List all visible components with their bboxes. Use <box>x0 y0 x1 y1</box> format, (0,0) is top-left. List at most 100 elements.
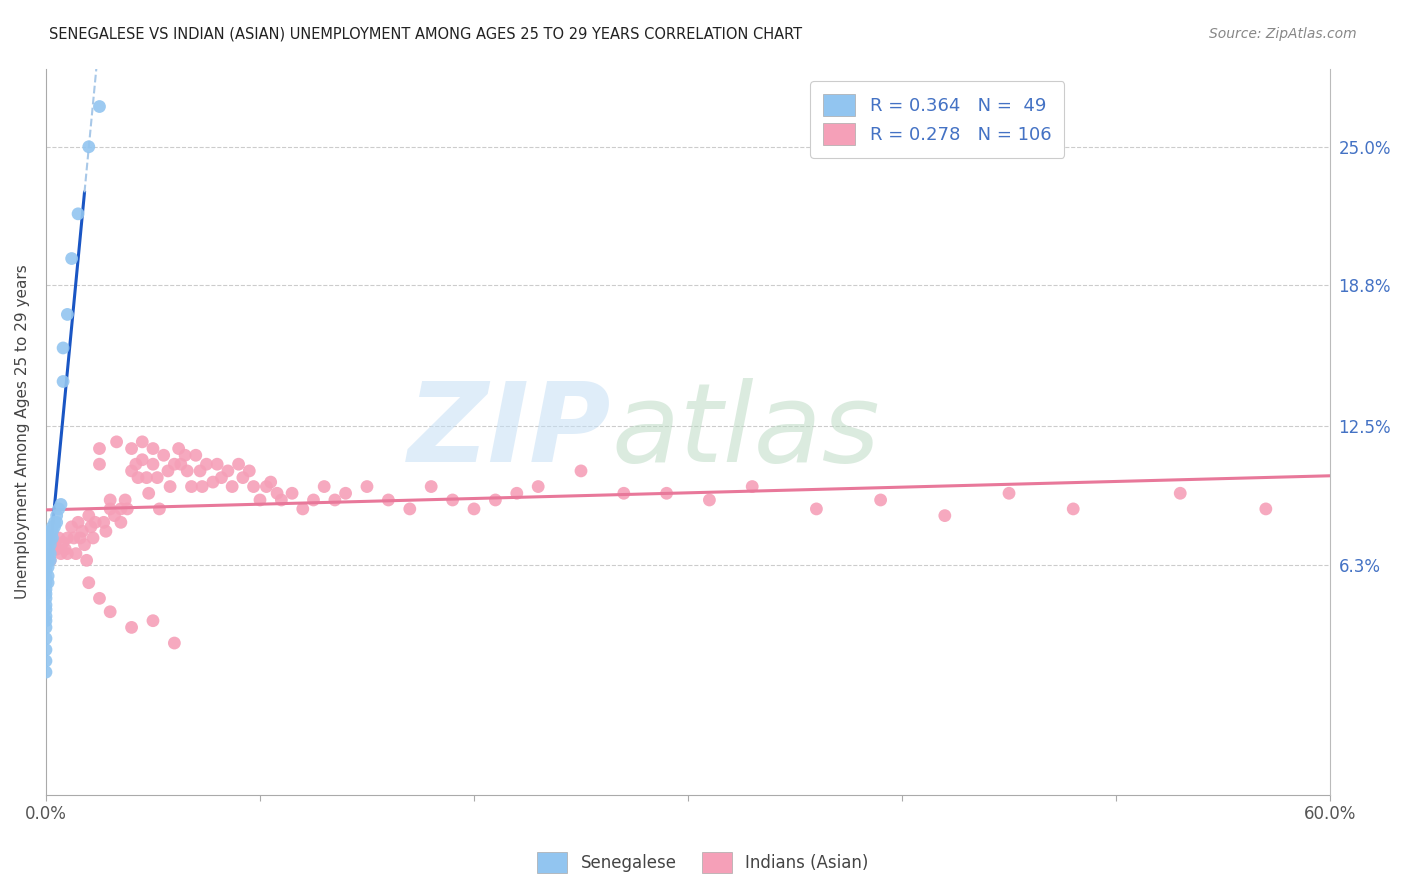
Point <box>52 375 75 389</box>
Point <box>463 502 485 516</box>
Point <box>242 479 264 493</box>
Point <box>45 542 67 557</box>
Point <box>35 542 58 557</box>
Point <box>217 464 239 478</box>
Point <box>41 531 63 545</box>
Legend: Senegalese, Indians (Asian): Senegalese, Indians (Asian) <box>531 846 875 880</box>
Point <box>37 575 59 590</box>
Point <box>37 542 59 557</box>
Point <box>484 493 506 508</box>
Point <box>53 542 76 557</box>
Point <box>89 457 111 471</box>
Point <box>163 636 186 650</box>
Point <box>506 486 529 500</box>
Point <box>77 508 100 523</box>
Point <box>37 553 59 567</box>
Point <box>270 493 292 508</box>
Point <box>48 531 70 545</box>
Point <box>73 538 96 552</box>
Point <box>35 665 58 679</box>
Point <box>170 457 193 471</box>
Point <box>35 582 58 597</box>
Point <box>84 516 107 530</box>
Point <box>60 252 83 266</box>
Point <box>35 591 58 606</box>
Point <box>699 493 721 508</box>
Point <box>35 632 58 646</box>
Point <box>998 486 1021 500</box>
Point <box>93 516 115 530</box>
Point <box>35 551 58 566</box>
Point <box>1168 486 1191 500</box>
Point <box>35 598 58 612</box>
Point <box>121 442 143 456</box>
Point <box>35 571 58 585</box>
Point <box>323 493 346 508</box>
Point <box>35 547 58 561</box>
Point <box>114 493 136 508</box>
Point <box>48 502 70 516</box>
Point <box>869 493 891 508</box>
Point <box>441 493 464 508</box>
Point <box>72 524 94 539</box>
Point <box>232 470 254 484</box>
Point <box>356 479 378 493</box>
Point <box>35 556 58 570</box>
Point <box>266 486 288 500</box>
Y-axis label: Unemployment Among Ages 25 to 29 years: Unemployment Among Ages 25 to 29 years <box>15 264 30 599</box>
Point <box>37 531 59 545</box>
Point <box>80 520 103 534</box>
Point <box>35 654 58 668</box>
Point <box>69 531 91 545</box>
Point <box>188 464 211 478</box>
Point <box>98 605 121 619</box>
Point <box>56 531 79 545</box>
Point <box>35 620 58 634</box>
Point <box>398 502 420 516</box>
Point <box>195 457 218 471</box>
Point <box>569 464 592 478</box>
Point <box>37 547 59 561</box>
Point <box>121 464 143 478</box>
Point <box>35 642 58 657</box>
Point <box>37 535 59 549</box>
Point <box>180 479 202 493</box>
Point <box>39 547 62 561</box>
Point <box>121 620 143 634</box>
Point <box>163 457 186 471</box>
Point <box>1062 502 1084 516</box>
Point <box>131 452 153 467</box>
Point <box>117 502 139 516</box>
Point <box>35 565 58 579</box>
Point <box>127 470 149 484</box>
Point <box>254 479 277 493</box>
Text: ZIP: ZIP <box>408 378 612 485</box>
Point <box>176 464 198 478</box>
Point <box>89 591 111 606</box>
Point <box>335 486 357 500</box>
Point <box>174 448 197 462</box>
Point <box>205 457 228 471</box>
Point <box>167 442 190 456</box>
Point <box>45 516 67 530</box>
Point <box>741 479 763 493</box>
Point <box>105 434 128 449</box>
Text: atlas: atlas <box>612 378 880 485</box>
Point <box>77 140 100 154</box>
Point <box>135 470 157 484</box>
Point <box>1254 502 1277 516</box>
Point <box>67 516 90 530</box>
Point <box>35 602 58 616</box>
Point <box>35 547 58 561</box>
Point <box>35 609 58 624</box>
Text: Source: ZipAtlas.com: Source: ZipAtlas.com <box>1209 27 1357 41</box>
Point <box>156 464 179 478</box>
Point <box>420 479 443 493</box>
Point <box>56 307 79 321</box>
Point <box>67 207 90 221</box>
Point <box>934 508 956 523</box>
Point <box>89 442 111 456</box>
Point <box>39 538 62 552</box>
Point <box>49 498 72 512</box>
Point <box>655 486 678 500</box>
